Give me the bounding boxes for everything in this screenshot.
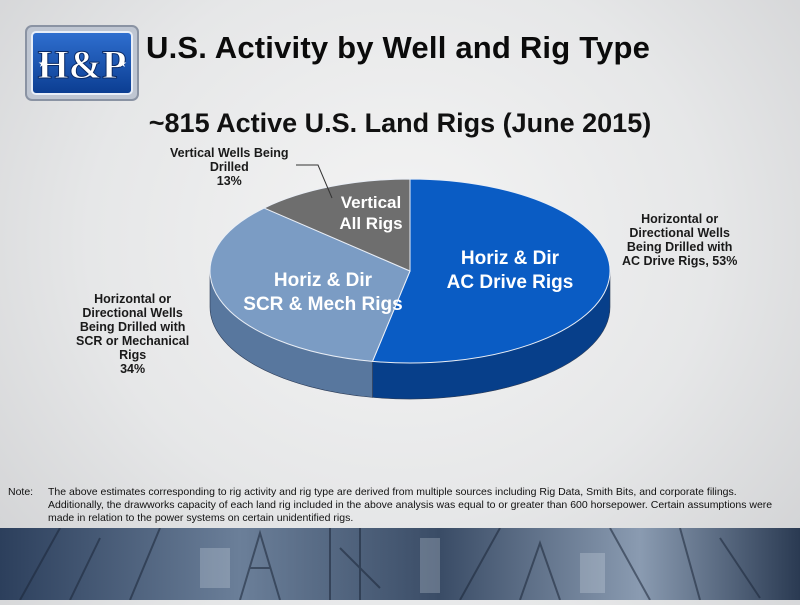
pie-slice-1 — [209, 207, 411, 362]
svg-text:★: ★ — [118, 59, 127, 70]
slice-label-0: Horiz & Dir AC Drive Rigs — [447, 248, 574, 293]
callout-line: Horizontal or — [641, 212, 719, 226]
logo-text: H&P — [38, 42, 127, 87]
callout-line: 34% — [120, 362, 146, 376]
callout-vertical: Vertical Wells Being Drilled 13% — [170, 146, 289, 188]
company-logo: H&P ★ ★ — [22, 22, 142, 104]
callout-line: Being Drilled with — [79, 320, 186, 334]
callout-line: 13% — [216, 174, 242, 188]
callout-line: Rigs — [119, 348, 147, 362]
slice-label-1: Horiz & Dir SCR & Mech Rigs — [243, 270, 402, 315]
slice-label-2: Vertical All Rigs — [339, 193, 402, 233]
callout-line: Directional Wells — [629, 226, 730, 240]
callout-scr-mech: Horizontal or Directional Wells Being Dril… — [76, 292, 189, 376]
callout-line: SCR or Mechanical — [76, 334, 190, 348]
callout-line: Drilled — [209, 160, 249, 174]
callout-leader-vertical — [296, 164, 333, 199]
callout-line: Vertical Wells Being — [170, 146, 289, 160]
pie-slice-2 — [263, 178, 411, 272]
pie-slice-0 — [371, 178, 611, 364]
chart-title: ~815 Active U.S. Land Rigs (June 2015) — [148, 108, 652, 138]
svg-text:★: ★ — [38, 59, 47, 70]
callout-line: AC Drive Rigs, 53% — [622, 254, 738, 268]
note-label: Note: — [8, 486, 34, 498]
footer-photo-band — [0, 527, 800, 601]
callout-line: Being Drilled with — [626, 240, 733, 254]
callout-ac-drive: Horizontal or Directional Wells Being Dril… — [622, 212, 737, 268]
note-text: The above estimates corresponding to rig… — [48, 486, 773, 524]
callout-line: Directional Wells — [82, 306, 183, 320]
page-title: U.S. Activity by Well and Rig Type — [146, 30, 651, 65]
pie-chart: Horiz & Dir AC Drive Rigs Horiz & Dir SCR &… — [209, 164, 611, 400]
callout-line: Horizontal or — [94, 292, 172, 306]
